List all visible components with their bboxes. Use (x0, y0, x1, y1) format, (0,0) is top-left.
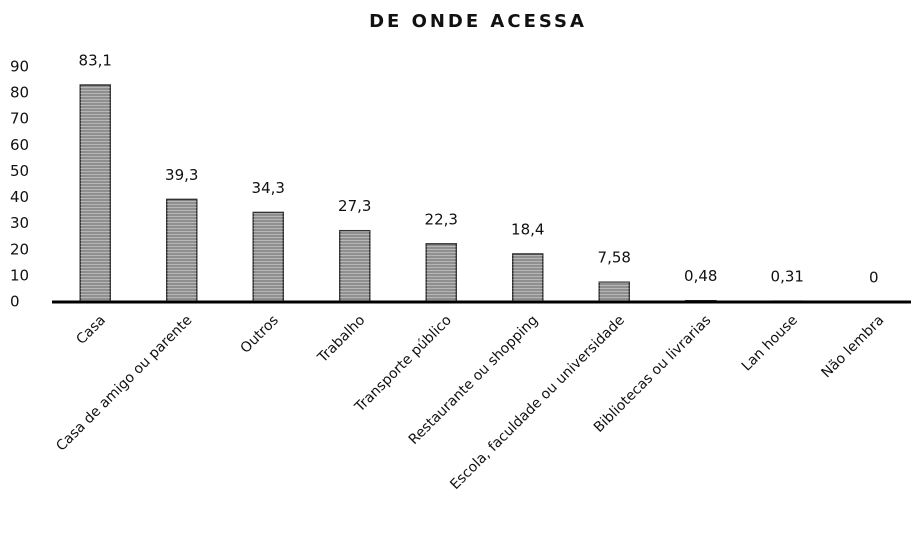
y-tick-label: 10 (10, 266, 29, 284)
y-tick-label: 60 (10, 136, 29, 154)
y-tick-label: 40 (10, 188, 29, 206)
data-label: 18,4 (511, 220, 544, 238)
data-label: 83,1 (79, 52, 112, 70)
x-tick-label: Casa de amigo ou parente (53, 312, 195, 454)
data-label: 0 (869, 269, 879, 287)
chart-title: DE ONDE ACESSA (369, 11, 587, 32)
y-tick-label: 50 (10, 162, 29, 180)
x-tick-label: Lan house (739, 312, 801, 374)
data-label: 39,3 (165, 166, 198, 184)
bar-texture (80, 85, 111, 303)
bar-texture (599, 282, 630, 302)
bar-texture (426, 243, 457, 302)
bar-texture (253, 212, 284, 302)
y-tick-label: 70 (10, 110, 29, 128)
y-tick-label: 80 (10, 84, 29, 102)
bar-texture (339, 230, 370, 302)
x-tick-label: Escola, faculdade ou universidade (447, 312, 628, 493)
y-tick-label: 90 (10, 58, 29, 76)
y-tick-label: 0 (10, 293, 20, 311)
data-label: 0,48 (684, 267, 717, 285)
data-label: 7,58 (598, 249, 631, 267)
y-tick-label: 30 (10, 214, 29, 232)
data-label: 22,3 (425, 210, 458, 228)
x-tick-label: Casa (73, 312, 109, 348)
x-tick-label: Trabalho (314, 312, 368, 366)
bar-texture (166, 199, 197, 302)
data-label: 0,31 (771, 268, 804, 286)
x-tick-label: Não lembra (819, 312, 888, 381)
y-tick-label: 20 (10, 240, 29, 258)
x-tick-label: Outros (238, 312, 282, 356)
x-tick-label: Transporte público (351, 312, 455, 416)
data-label: 34,3 (252, 179, 285, 197)
data-label: 27,3 (338, 197, 371, 215)
bar-texture (512, 253, 543, 302)
